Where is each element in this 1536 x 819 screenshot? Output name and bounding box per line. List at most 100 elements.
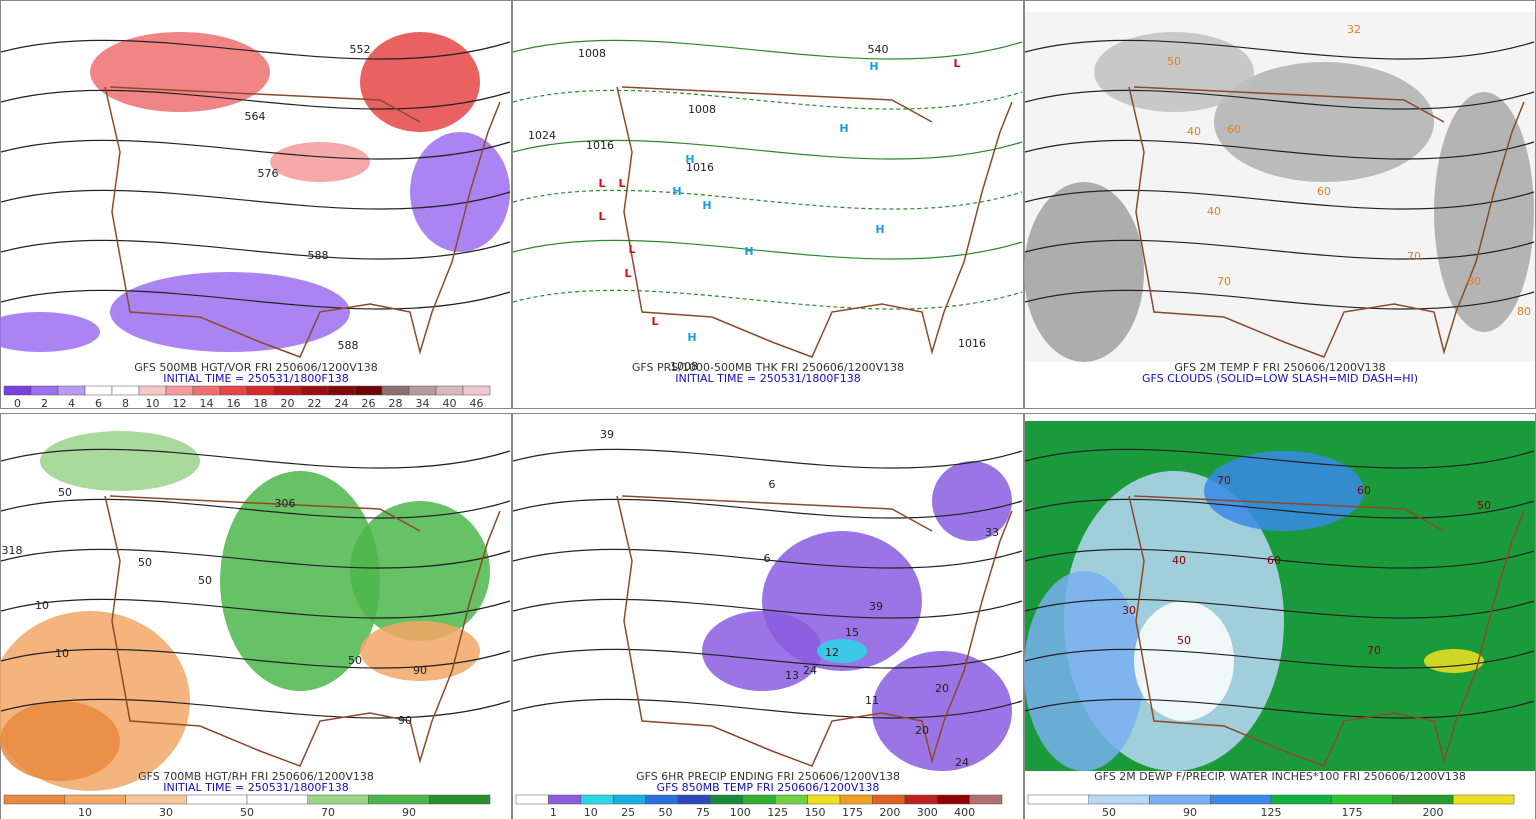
colorbar-label: 24 xyxy=(335,397,349,410)
map-label: L xyxy=(598,177,605,190)
map-label: 80 xyxy=(1517,305,1531,318)
map-panel: 32 40 40 50 60 60 70 70 80 80 GFS 2M TEMP F FRI 25… xyxy=(1024,0,1536,409)
colorbar-swatch xyxy=(774,794,808,805)
map-label: 39 xyxy=(600,428,614,441)
map-label: 80 xyxy=(1467,275,1481,288)
colorbar-swatch xyxy=(125,794,187,805)
colorbar-swatch xyxy=(327,385,356,396)
field-shading xyxy=(0,701,120,781)
colorbar-swatch xyxy=(1453,794,1515,805)
map-label: 70 xyxy=(1217,474,1231,487)
map-label: L xyxy=(953,57,960,70)
colorbar-label: 14 xyxy=(200,397,214,410)
contour-line xyxy=(1024,598,1535,619)
colorbar-label: 10 xyxy=(78,806,92,819)
caption: GFS PRS/1000-500MB THK FRI 250606/1200V1… xyxy=(632,361,904,374)
colorbar-swatch xyxy=(677,794,711,805)
map-label: 20 xyxy=(915,724,929,737)
contour-line xyxy=(512,548,1023,569)
colorbar-swatch xyxy=(3,385,32,396)
colorbar-swatch xyxy=(580,794,614,805)
caption: GFS 500MB HGT/VOR FRI 250606/1200V138 xyxy=(134,361,378,374)
map-label: L xyxy=(598,210,605,223)
map-label: 50 xyxy=(1167,55,1181,68)
us-border xyxy=(616,86,1013,358)
colorbar-swatch xyxy=(839,794,873,805)
colorbar-swatch xyxy=(273,385,302,396)
caption: GFS 850MB TEMP FRI 250606/1200V138 xyxy=(657,781,880,794)
contour-line xyxy=(0,698,511,719)
colorbar-swatch xyxy=(57,385,86,396)
colorbar-label: 28 xyxy=(389,397,403,410)
colorbar-swatch xyxy=(3,794,65,805)
map-label: 576 xyxy=(258,167,279,180)
contour-line xyxy=(512,648,1023,669)
colorbar-swatch xyxy=(548,794,582,805)
contour-line xyxy=(1024,89,1535,110)
map-label: 33 xyxy=(985,526,999,539)
map-panel: 39 6 6 39 15 12 13 24 11 20 20 24 33 GFS 6HR PRECIP E… xyxy=(512,413,1024,819)
map-label: L xyxy=(618,177,625,190)
colorbar-label: 90 xyxy=(1183,806,1197,819)
field-shading xyxy=(1214,62,1434,182)
us-border xyxy=(104,495,501,767)
map-label: 11 xyxy=(865,694,879,707)
field-shading xyxy=(817,639,867,663)
map-label: H xyxy=(875,223,884,236)
colorbar-swatch xyxy=(246,385,275,396)
map-label: L xyxy=(624,267,631,280)
field-shading xyxy=(702,611,822,691)
map-label: L xyxy=(628,243,635,256)
contour-line xyxy=(1024,648,1535,669)
map-label: 1008 xyxy=(688,103,716,116)
colorbar-label: 25 xyxy=(621,806,635,819)
contour-line xyxy=(512,498,1023,519)
colorbar-label: 75 xyxy=(696,806,710,819)
colorbar-label: 0 xyxy=(14,397,21,410)
colorbar-swatch xyxy=(354,385,383,396)
contour-line xyxy=(0,39,511,60)
caption: GFS 6HR PRECIP ENDING FRI 250606/1200V13… xyxy=(636,770,900,783)
colorbar-label: 50 xyxy=(659,806,673,819)
contour-line xyxy=(1024,548,1535,569)
contour-line xyxy=(1024,239,1535,260)
us-border xyxy=(616,495,1013,767)
colorbar-swatch xyxy=(462,385,491,396)
contour-line xyxy=(1024,498,1535,519)
field-shading xyxy=(1424,649,1484,673)
map-label: H xyxy=(869,60,878,73)
caption: GFS CLOUDS (SOLID=LOW SLASH=MID DASH=HI) xyxy=(1142,372,1418,385)
contour-line xyxy=(0,239,511,260)
map-label: 40 xyxy=(1172,554,1186,567)
contour-line xyxy=(1024,139,1535,160)
colorbar-swatch xyxy=(807,794,841,805)
colorbar-swatch xyxy=(138,385,167,396)
colorbar-swatch xyxy=(186,794,248,805)
field-shading xyxy=(1134,601,1234,721)
colorbar-swatch xyxy=(165,385,194,396)
map-label: 6 xyxy=(769,478,776,491)
field-shading xyxy=(270,142,370,182)
field-shading xyxy=(1024,182,1144,362)
map-label: 540 xyxy=(868,43,889,56)
map-label: 50 xyxy=(1177,634,1191,647)
contour-line xyxy=(0,189,511,210)
colorbar-swatch xyxy=(435,385,464,396)
colorbar-label: 200 xyxy=(1423,806,1444,819)
contour-line xyxy=(1024,189,1535,210)
map-panel: 318 306 10 10 50 50 50 50 90 90 GFS 700MB HGT/RH F… xyxy=(0,413,512,819)
map-label: 588 xyxy=(308,249,329,262)
contour-line xyxy=(1024,448,1535,469)
map-label: 60 xyxy=(1227,123,1241,136)
colorbar-label: 40 xyxy=(443,397,457,410)
caption: INITIAL TIME = 250531/1800F138 xyxy=(163,781,348,794)
us-border xyxy=(1128,495,1525,767)
colorbar-swatch xyxy=(429,794,491,805)
colorbar-swatch xyxy=(936,794,970,805)
colorbar-swatch xyxy=(300,385,329,396)
map-label: H xyxy=(672,185,681,198)
caption: GFS 2M DEWP F/PRECIP. WATER INCHES*100 F… xyxy=(1094,770,1466,783)
colorbar-label: 1 xyxy=(550,806,557,819)
field-shading xyxy=(0,312,100,352)
